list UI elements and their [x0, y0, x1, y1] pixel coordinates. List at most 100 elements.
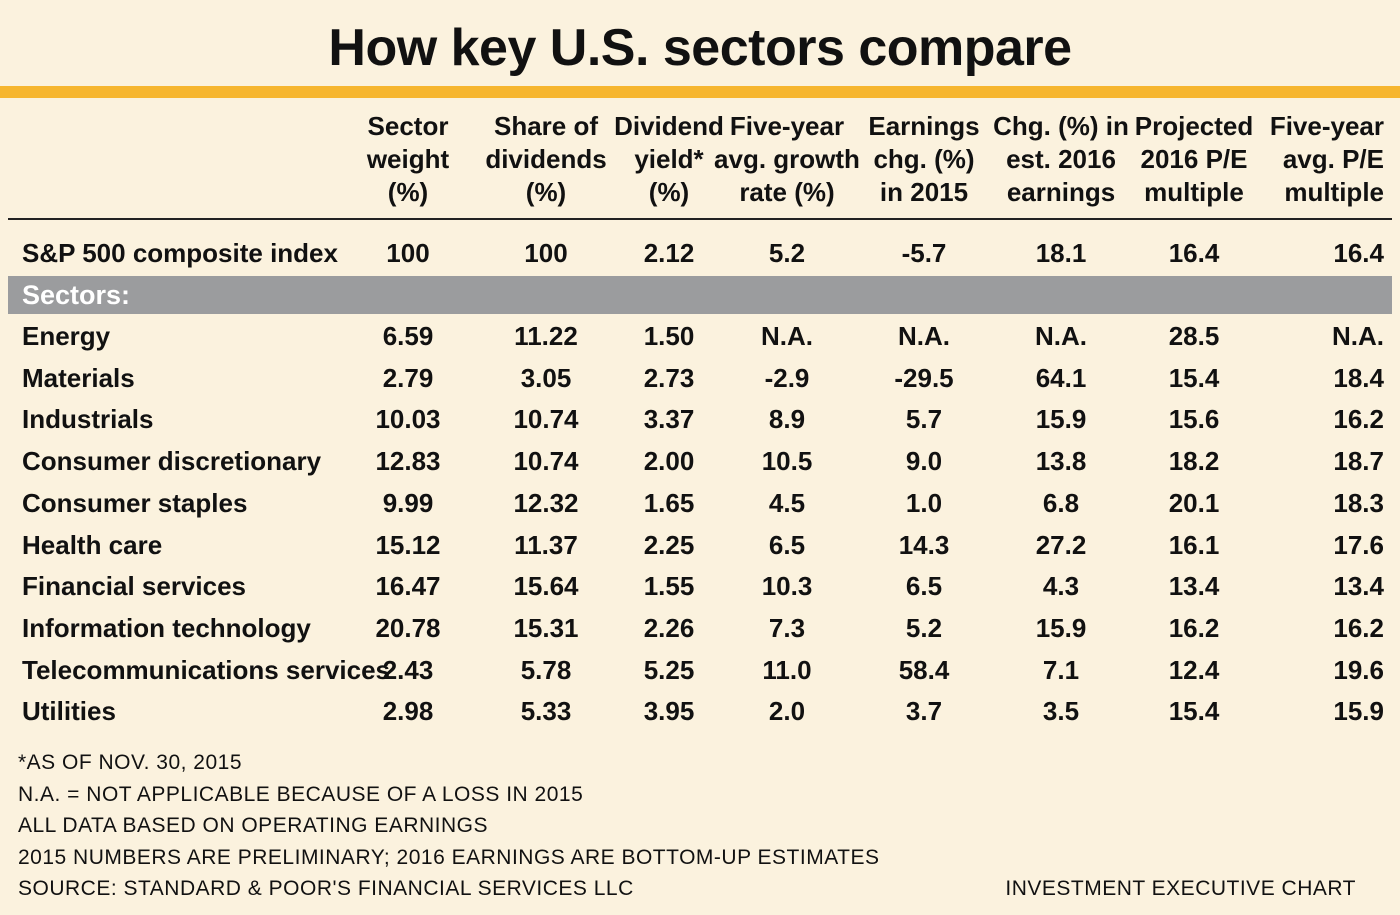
sector-label: Financial services	[22, 571, 247, 601]
chart-credit: INVESTMENT EXECUTIVE CHART	[1005, 877, 1356, 900]
table-cell: 13.4	[1168, 571, 1220, 601]
table-cell: 8.9	[768, 404, 806, 434]
sector-label: Energy	[22, 321, 111, 351]
table-cell: 10.74	[513, 446, 579, 476]
table-cell: 15.9	[1333, 696, 1384, 726]
table-cell: 5.7	[905, 404, 943, 434]
table-cell: 3.05	[520, 363, 572, 393]
sectors-group-band: Sectors:	[8, 276, 1392, 314]
table-cell: N.A.	[1332, 321, 1384, 351]
footnote-2: N.A. = NOT APPLICABLE BECAUSE OF A LOSS …	[18, 783, 584, 806]
table-cell: 100	[524, 238, 568, 268]
table-cell: 4.3	[1042, 571, 1080, 601]
table-cell: -29.5	[894, 363, 954, 393]
header-divider	[8, 218, 1392, 220]
sector-label: Utilities	[22, 696, 116, 726]
table-cell: 6.5	[768, 530, 806, 560]
sector-label: Materials	[22, 363, 135, 393]
table-cell: 5.2	[905, 613, 943, 643]
table-cell: 15.64	[513, 571, 579, 601]
table-cell: 58.4	[898, 655, 950, 685]
table-cell: -5.7	[901, 238, 947, 268]
table-cell: 10.74	[513, 404, 579, 434]
table-cell: 12.4	[1168, 655, 1220, 685]
table-cell: 2.12	[643, 238, 695, 268]
column-header: Five-year avg. growth rate (%)	[714, 111, 860, 207]
table-cell: -2.9	[764, 363, 810, 393]
table-cell: 3.95	[643, 696, 695, 726]
table-cell: 12.83	[375, 446, 441, 476]
table-cell: 10.3	[761, 571, 813, 601]
table-cell: 16.47	[375, 571, 441, 601]
table-cell: 18.1	[1035, 238, 1087, 268]
title-accent-rule	[0, 86, 1400, 98]
table-cell: 14.3	[898, 530, 950, 560]
index-row-label: S&P 500 composite index	[22, 238, 338, 268]
table-cell: 6.8	[1042, 488, 1080, 518]
table-cell: 12.32	[513, 488, 579, 518]
table-cell: 18.7	[1333, 446, 1384, 476]
table-cell: 13.4	[1333, 571, 1384, 601]
table-cell: 13.8	[1035, 446, 1087, 476]
table-cell: 2.0	[768, 696, 806, 726]
footnote-4: 2015 NUMBERS ARE PRELIMINARY; 2016 EARNI…	[18, 846, 880, 869]
table-cell: 3.37	[643, 404, 695, 434]
table-cell: 11.22	[514, 321, 578, 351]
table-cell: 2.26	[643, 613, 695, 643]
table-cell: 15.6	[1168, 404, 1220, 434]
table-cell: 16.1	[1168, 530, 1220, 560]
column-header: Share of dividends (%)	[485, 111, 607, 207]
chart-title: How key U.S. sectors compare	[328, 19, 1072, 77]
column-header: Earnings chg. (%) in 2015	[868, 111, 980, 207]
table-cell: 6.59	[382, 321, 434, 351]
table-cell: 16.2	[1333, 613, 1384, 643]
sector-label: Industrials	[22, 404, 154, 434]
table-cell: 5.78	[520, 655, 572, 685]
table-cell: 11.37	[514, 530, 578, 560]
source-note: SOURCE: STANDARD & POOR'S FINANCIAL SERV…	[18, 877, 634, 900]
column-header: Chg. (%) in est. 2016 earnings	[993, 111, 1129, 207]
sector-label: Consumer staples	[22, 488, 248, 518]
table-cell: 18.3	[1333, 488, 1384, 518]
table-cell: 3.5	[1042, 696, 1080, 726]
table-cell: 1.55	[643, 571, 695, 601]
table-cell: N.A.	[1035, 321, 1087, 351]
table-cell: 20.1	[1168, 488, 1220, 518]
table-cell: 2.25	[643, 530, 695, 560]
sector-label: Telecommunications services	[22, 655, 391, 685]
table-cell: 15.4	[1168, 696, 1220, 726]
table-cell: 64.1	[1035, 363, 1087, 393]
table-cell: 20.78	[375, 613, 441, 643]
table-cell: 10.5	[761, 446, 813, 476]
table-cell: 17.6	[1333, 530, 1384, 560]
table-cell: 18.2	[1168, 446, 1220, 476]
table-cell: 2.98	[382, 696, 434, 726]
table-cell: N.A.	[761, 321, 813, 351]
table-cell: 16.2	[1333, 404, 1384, 434]
table-cell: 1.0	[905, 488, 943, 518]
table-cell: 5.2	[768, 238, 806, 268]
table-cell: 5.25	[643, 655, 695, 685]
table-cell: 2.73	[643, 363, 695, 393]
table-cell: 15.12	[375, 530, 441, 560]
table-cell: 15.31	[513, 613, 579, 643]
table-cell: 16.4	[1333, 238, 1384, 268]
table-cell: 2.43	[382, 655, 434, 685]
table-cell: 19.6	[1333, 655, 1384, 685]
table-cell: 18.4	[1333, 363, 1384, 393]
table-cell: 10.03	[375, 404, 441, 434]
table-cell: 15.9	[1035, 404, 1087, 434]
column-header: Dividend yield* (%)	[614, 111, 724, 207]
table-cell: 7.1	[1042, 655, 1080, 685]
table-cell: 16.4	[1168, 238, 1220, 268]
table-cell: 1.50	[643, 321, 695, 351]
column-header: Five-year avg. P/E multiple	[1269, 111, 1384, 207]
table-cell: 100	[386, 238, 430, 268]
table-cell: 15.9	[1035, 613, 1087, 643]
table-cell: 28.5	[1168, 321, 1220, 351]
table-cell: 9.99	[382, 488, 434, 518]
column-header: Projected 2016 P/E multiple	[1134, 111, 1254, 207]
table-cell: 27.2	[1035, 530, 1087, 560]
table-cell: 6.5	[905, 571, 943, 601]
table-cell: 4.5	[768, 488, 806, 518]
